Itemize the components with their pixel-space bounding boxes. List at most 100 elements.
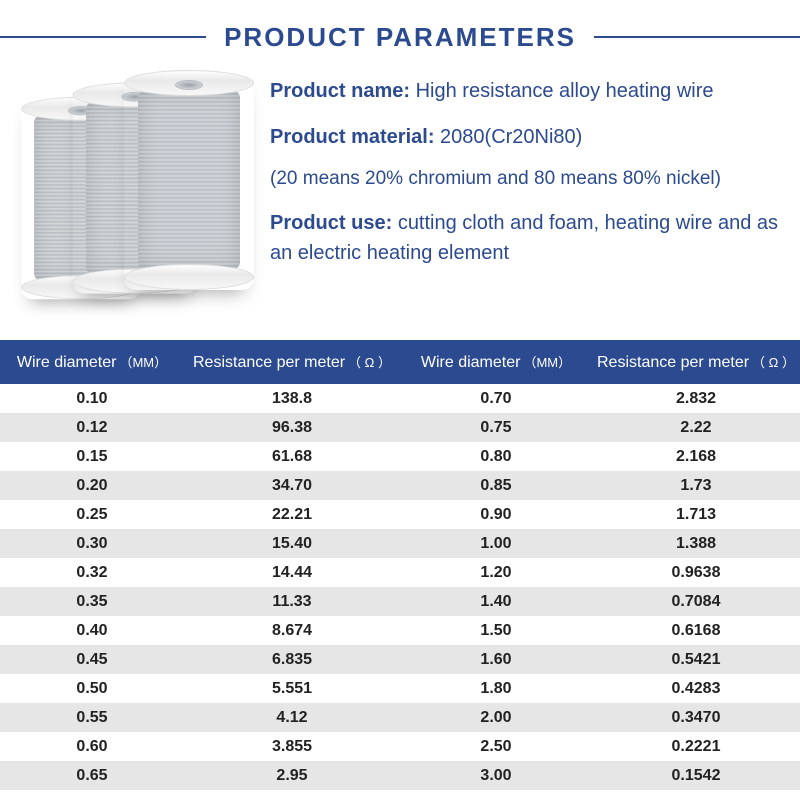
table-cell: 0.9638 (592, 558, 800, 587)
col-header-label: Wire diameter (17, 354, 117, 371)
table-cell: 2.832 (592, 384, 800, 413)
col-header-label: Wire diameter (421, 354, 521, 371)
table-cell: 0.90 (400, 500, 592, 529)
title-band: PRODUCT PARAMETERS (0, 10, 800, 64)
table-cell: 6.835 (184, 645, 400, 674)
table-cell: 0.1542 (592, 761, 800, 790)
table-cell: 0.5421 (592, 645, 800, 674)
table-row: 0.3511.331.400.7084 (0, 587, 800, 616)
table-cell: 2.00 (400, 703, 592, 732)
table-cell: 1.80 (400, 674, 592, 703)
col-header-unit: （MM） (116, 355, 167, 370)
table-cell: 138.8 (184, 384, 400, 413)
table-cell: 1.73 (592, 471, 800, 500)
table-row: 0.3214.441.200.9638 (0, 558, 800, 587)
spec-col-header: Wire diameter（MM） (400, 340, 592, 384)
table-row: 0.2522.210.901.713 (0, 500, 800, 529)
col-header-unit: （ Ω ） (749, 355, 795, 370)
table-row: 0.408.6741.500.6168 (0, 616, 800, 645)
table-cell: 0.55 (0, 703, 184, 732)
table-cell: 3.00 (400, 761, 592, 790)
table-cell: 8.674 (184, 616, 400, 645)
table-row: 0.505.5511.800.4283 (0, 674, 800, 703)
table-cell: 1.20 (400, 558, 592, 587)
table-cell: 14.44 (184, 558, 400, 587)
product-name-value: High resistance alloy heating wire (416, 80, 714, 102)
product-material-value: 2080(Cr20Ni80) (440, 126, 582, 148)
table-row: 0.2034.700.851.73 (0, 471, 800, 500)
table-cell: 4.12 (184, 703, 400, 732)
page-title: PRODUCT PARAMETERS (206, 22, 594, 53)
table-cell: 0.30 (0, 529, 184, 558)
table-row: 0.456.8351.600.5421 (0, 645, 800, 674)
table-cell: 0.40 (0, 616, 184, 645)
table-cell: 0.35 (0, 587, 184, 616)
product-use-line: Product use: cutting cloth and foam, hea… (270, 208, 780, 268)
table-row: 0.603.8552.500.2221 (0, 732, 800, 761)
table-cell: 0.65 (0, 761, 184, 790)
table-row: 0.1296.380.752.22 (0, 413, 800, 442)
col-header-label: Resistance per meter (597, 354, 749, 371)
col-header-unit: （ Ω ） (345, 355, 391, 370)
table-row: 0.1561.680.802.168 (0, 442, 800, 471)
product-name-line: Product name: High resistance alloy heat… (270, 76, 780, 106)
spec-table-header-row: Wire diameter（MM）Resistance per meter（ Ω… (0, 340, 800, 384)
product-use-label: Product use: (270, 212, 392, 234)
table-row: 0.652.953.000.1542 (0, 761, 800, 790)
spec-col-header: Resistance per meter（ Ω ） (184, 340, 400, 384)
table-cell: 0.25 (0, 500, 184, 529)
table-cell: 2.168 (592, 442, 800, 471)
spec-table-body: 0.10138.80.702.8320.1296.380.752.220.156… (0, 384, 800, 790)
table-cell: 1.60 (400, 645, 592, 674)
table-cell: 0.10 (0, 384, 184, 413)
table-cell: 2.95 (184, 761, 400, 790)
table-cell: 0.80 (400, 442, 592, 471)
table-cell: 22.21 (184, 500, 400, 529)
table-cell: 0.4283 (592, 674, 800, 703)
product-image-spools (16, 70, 252, 320)
table-cell: 2.50 (400, 732, 592, 761)
spec-col-header: Resistance per meter（ Ω ） (592, 340, 800, 384)
table-cell: 1.713 (592, 500, 800, 529)
table-cell: 1.50 (400, 616, 592, 645)
table-cell: 0.12 (0, 413, 184, 442)
table-cell: 0.2221 (592, 732, 800, 761)
product-material-line: Product material: 2080(Cr20Ni80) (270, 122, 780, 152)
table-cell: 0.85 (400, 471, 592, 500)
table-cell: 0.75 (400, 413, 592, 442)
spec-table-head: Wire diameter（MM）Resistance per meter（ Ω… (0, 340, 800, 384)
table-cell: 34.70 (184, 471, 400, 500)
product-material-explain: (20 means 20% chromium and 80 means 80% … (270, 168, 780, 190)
table-cell: 0.50 (0, 674, 184, 703)
table-cell: 0.20 (0, 471, 184, 500)
spec-col-header: Wire diameter（MM） (0, 340, 184, 384)
table-cell: 2.22 (592, 413, 800, 442)
table-cell: 11.33 (184, 587, 400, 616)
table-cell: 61.68 (184, 442, 400, 471)
table-row: 0.3015.401.001.388 (0, 529, 800, 558)
table-cell: 1.388 (592, 529, 800, 558)
wire-spool-icon (124, 70, 254, 290)
table-cell: 1.40 (400, 587, 592, 616)
table-cell: 1.00 (400, 529, 592, 558)
spec-table: Wire diameter（MM）Resistance per meter（ Ω… (0, 340, 800, 790)
table-cell: 5.551 (184, 674, 400, 703)
table-cell: 0.3470 (592, 703, 800, 732)
table-cell: 15.40 (184, 529, 400, 558)
product-material-label: Product material: (270, 126, 434, 148)
col-header-unit: （MM） (520, 355, 571, 370)
table-row: 0.10138.80.702.832 (0, 384, 800, 413)
table-cell: 0.7084 (592, 587, 800, 616)
table-cell: 0.15 (0, 442, 184, 471)
col-header-label: Resistance per meter (193, 354, 345, 371)
table-cell: 0.6168 (592, 616, 800, 645)
table-cell: 0.60 (0, 732, 184, 761)
top-area: Product name: High resistance alloy heat… (0, 64, 800, 340)
product-name-label: Product name: (270, 80, 410, 102)
table-row: 0.554.122.000.3470 (0, 703, 800, 732)
table-cell: 0.45 (0, 645, 184, 674)
table-cell: 96.38 (184, 413, 400, 442)
table-cell: 0.32 (0, 558, 184, 587)
table-cell: 3.855 (184, 732, 400, 761)
table-cell: 0.70 (400, 384, 592, 413)
